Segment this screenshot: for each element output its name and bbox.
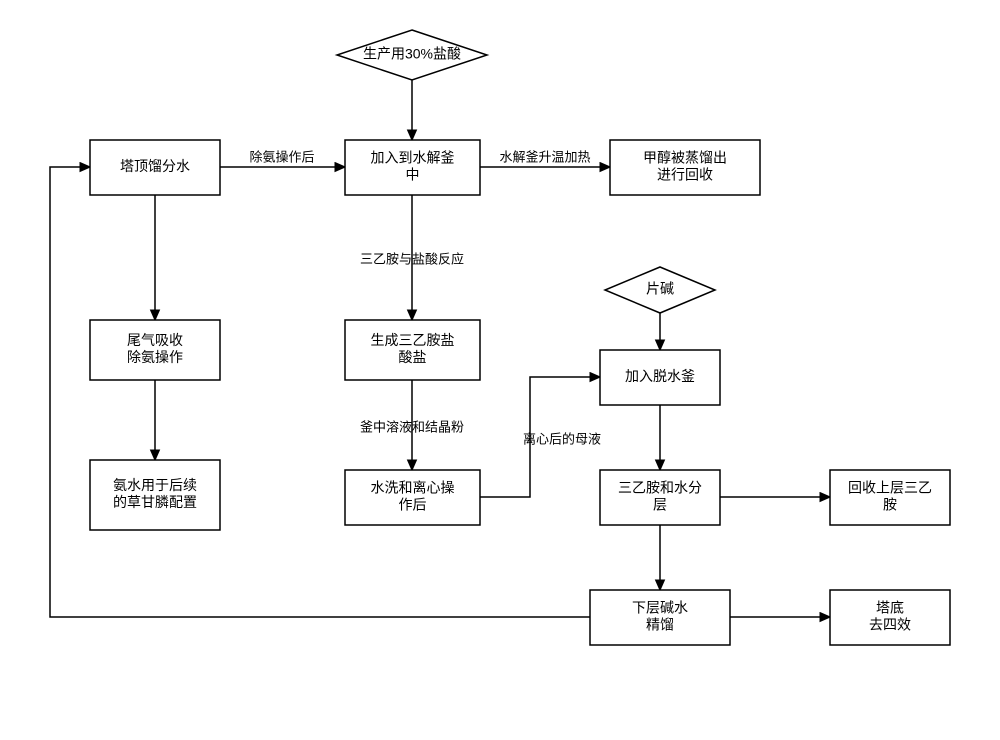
edge-label: 离心后的母液 xyxy=(523,431,601,446)
node-label: 回收上层三乙 xyxy=(848,480,932,496)
node-n5: 生成三乙胺盐酸盐 xyxy=(345,320,480,380)
node-d1: 生产用30%盐酸 xyxy=(337,30,487,80)
node-n4: 尾气吸收除氨操作 xyxy=(90,320,220,380)
node-label: 氨水用于后续 xyxy=(113,477,197,493)
node-n11: 下层碱水精馏 xyxy=(590,590,730,645)
node-label: 下层碱水 xyxy=(632,600,688,616)
node-n12: 塔底去四效 xyxy=(830,590,950,645)
node-label: 酸盐 xyxy=(399,349,427,365)
node-label: 生成三乙胺盐 xyxy=(371,332,455,348)
node-d2: 片碱 xyxy=(605,267,715,313)
edge-label: 三乙胺与盐酸反应 xyxy=(360,251,464,266)
node-label: 中 xyxy=(406,167,420,183)
node-label: 水洗和离心操 xyxy=(371,480,455,496)
node-label: 加入到水解釜 xyxy=(371,150,455,166)
node-label: 生产用30%盐酸 xyxy=(363,46,461,62)
node-label: 尾气吸收 xyxy=(127,332,183,348)
node-n6: 加入脱水釜 xyxy=(600,350,720,405)
edge-label: 除氨操作后 xyxy=(249,149,314,164)
node-label: 去四效 xyxy=(869,617,911,633)
node-label: 塔底 xyxy=(876,600,904,616)
node-label: 除氨操作 xyxy=(127,349,183,365)
node-n2: 加入到水解釜中 xyxy=(345,140,480,195)
node-label: 进行回收 xyxy=(657,167,713,183)
node-label: 甲醇被蒸馏出 xyxy=(643,150,727,166)
node-n10: 回收上层三乙胺 xyxy=(830,470,950,525)
node-n9: 三乙胺和水分层 xyxy=(600,470,720,525)
edge-label: 水解釜升温加热 xyxy=(499,149,590,164)
node-label: 加入脱水釜 xyxy=(625,368,695,384)
node-label: 塔顶馏分水 xyxy=(120,158,190,174)
node-label: 的草甘膦配置 xyxy=(113,494,197,510)
node-n7: 氨水用于后续的草甘膦配置 xyxy=(90,460,220,530)
edge-n11-n1 xyxy=(50,167,590,617)
node-label: 作后 xyxy=(399,497,427,513)
edge-label: 釜中溶液和结晶粉 xyxy=(360,419,464,434)
node-label: 精馏 xyxy=(646,617,674,633)
node-label: 胺 xyxy=(883,497,897,513)
node-label: 层 xyxy=(653,497,667,513)
node-label: 片碱 xyxy=(646,281,674,297)
node-n3: 甲醇被蒸馏出进行回收 xyxy=(610,140,760,195)
node-n8: 水洗和离心操作后 xyxy=(345,470,480,525)
node-label: 三乙胺和水分 xyxy=(618,480,702,496)
node-n1: 塔顶馏分水 xyxy=(90,140,220,195)
